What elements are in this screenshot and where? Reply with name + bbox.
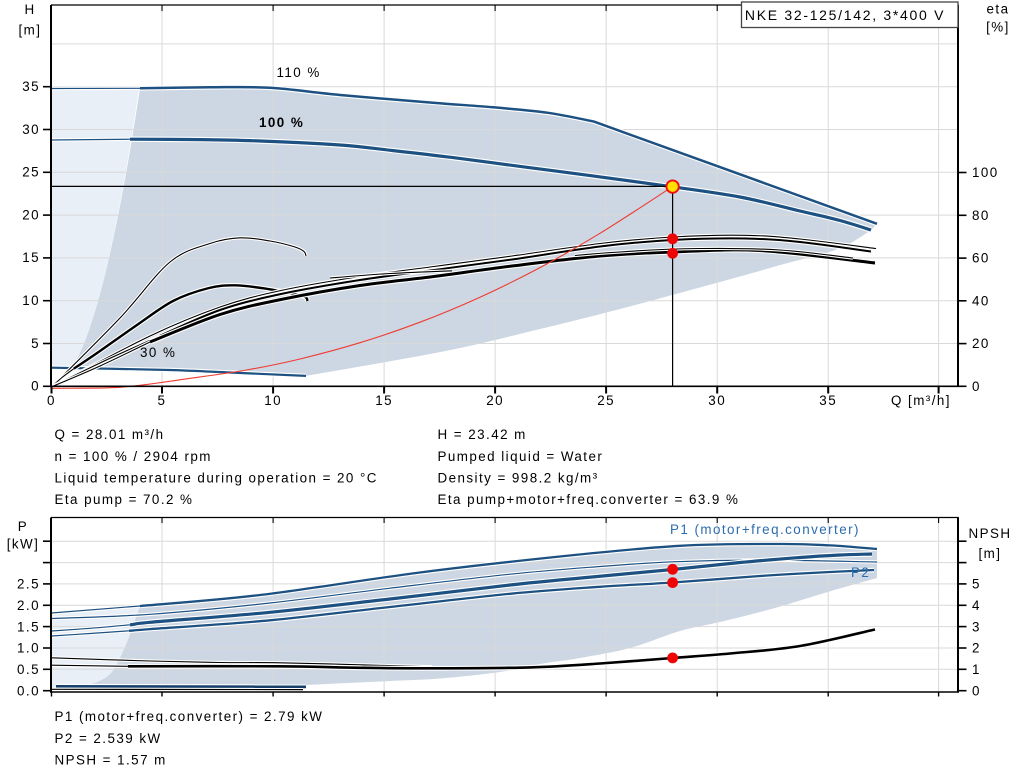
svg-text:35: 35 bbox=[22, 79, 40, 94]
svg-text:Density = 998.2 kg/m³: Density = 998.2 kg/m³ bbox=[438, 471, 599, 486]
svg-text:NKE 32-125/142, 3*400 V: NKE 32-125/142, 3*400 V bbox=[745, 7, 945, 23]
svg-text:Q = 28.01 m³/h: Q = 28.01 m³/h bbox=[55, 427, 165, 442]
svg-text:NPSH: NPSH bbox=[968, 526, 1011, 541]
svg-text:H: H bbox=[24, 2, 35, 17]
svg-text:[m]: [m] bbox=[19, 23, 42, 38]
svg-text:20: 20 bbox=[22, 207, 40, 222]
svg-text:Q [m³/h]: Q [m³/h] bbox=[891, 393, 951, 408]
svg-text:P: P bbox=[18, 519, 28, 534]
svg-text:n = 100 % / 2904 rpm: n = 100 % / 2904 rpm bbox=[55, 449, 212, 464]
svg-text:15: 15 bbox=[375, 393, 393, 408]
svg-text:30 %: 30 % bbox=[140, 345, 176, 360]
svg-text:10: 10 bbox=[264, 393, 282, 408]
svg-text:10: 10 bbox=[22, 293, 40, 308]
svg-text:2.0: 2.0 bbox=[17, 598, 40, 613]
svg-text:60: 60 bbox=[972, 251, 990, 266]
svg-text:2.5: 2.5 bbox=[17, 577, 40, 592]
svg-text:1.0: 1.0 bbox=[17, 641, 40, 656]
svg-text:30: 30 bbox=[22, 122, 40, 137]
svg-text:1: 1 bbox=[972, 662, 981, 677]
svg-text:Eta pump = 70.2 %: Eta pump = 70.2 % bbox=[55, 492, 194, 507]
svg-text:4: 4 bbox=[972, 598, 981, 613]
svg-text:P1 (motor+freq.converter): P1 (motor+freq.converter) bbox=[670, 522, 860, 537]
svg-text:[m]: [m] bbox=[979, 546, 1002, 561]
svg-text:3: 3 bbox=[972, 619, 981, 634]
svg-text:eta: eta bbox=[987, 2, 1010, 17]
svg-text:40: 40 bbox=[972, 293, 990, 308]
svg-text:0: 0 bbox=[972, 683, 981, 698]
svg-text:0.5: 0.5 bbox=[17, 662, 40, 677]
svg-text:5: 5 bbox=[158, 393, 167, 408]
svg-text:0: 0 bbox=[47, 393, 56, 408]
svg-text:0: 0 bbox=[31, 379, 40, 394]
svg-text:35: 35 bbox=[819, 393, 837, 408]
svg-text:1.5: 1.5 bbox=[17, 619, 40, 634]
svg-text:110 %: 110 % bbox=[277, 65, 321, 80]
svg-text:20: 20 bbox=[972, 336, 990, 351]
svg-text:100: 100 bbox=[972, 165, 999, 180]
svg-text:5: 5 bbox=[972, 577, 981, 592]
svg-text:[%]: [%] bbox=[986, 20, 1010, 35]
svg-text:H = 23.42 m: H = 23.42 m bbox=[438, 427, 527, 442]
svg-text:[kW]: [kW] bbox=[7, 537, 40, 552]
svg-text:P2: P2 bbox=[851, 565, 870, 580]
svg-text:P1 (motor+freq.converter) = 2.: P1 (motor+freq.converter) = 2.79 kW bbox=[55, 709, 324, 724]
svg-text:2: 2 bbox=[972, 641, 981, 656]
svg-text:Pumped liquid = Water: Pumped liquid = Water bbox=[438, 449, 604, 464]
svg-text:80: 80 bbox=[972, 208, 990, 223]
svg-text:25: 25 bbox=[597, 393, 615, 408]
svg-text:NPSH = 1.57 m: NPSH = 1.57 m bbox=[55, 753, 167, 768]
svg-text:30: 30 bbox=[708, 393, 726, 408]
svg-text:0.0: 0.0 bbox=[17, 683, 40, 698]
svg-text:Eta pump+motor+freq.converter: Eta pump+motor+freq.converter = 63.9 % bbox=[438, 492, 740, 507]
svg-text:15: 15 bbox=[22, 250, 40, 265]
svg-text:P2 = 2.539 kW: P2 = 2.539 kW bbox=[55, 731, 162, 746]
svg-text:100 %: 100 % bbox=[259, 115, 304, 130]
svg-text:20: 20 bbox=[486, 393, 504, 408]
svg-text:25: 25 bbox=[22, 165, 40, 180]
svg-text:5: 5 bbox=[31, 336, 40, 351]
svg-text:Liquid temperature during oper: Liquid temperature during operation = 20… bbox=[55, 471, 378, 486]
svg-text:0: 0 bbox=[972, 379, 981, 394]
